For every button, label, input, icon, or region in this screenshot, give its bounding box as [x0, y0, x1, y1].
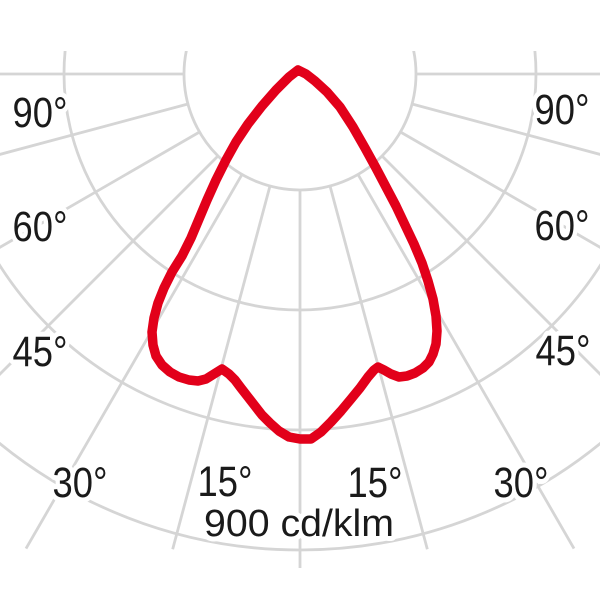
angle-label-left-60: 60°	[13, 203, 68, 251]
intensity-curve	[147, 65, 442, 444]
angle-label-left-15: 15°	[198, 458, 253, 506]
angle-label-left-90: 90°	[13, 89, 68, 137]
grid-ring	[182, 51, 418, 192]
angle-label-right-60: 60°	[535, 202, 590, 250]
angle-labels: 90° 60° 45° 30° 15° 90° 60° 45° 30° 15°	[8, 81, 596, 512]
angle-label-right-90: 90°	[535, 86, 590, 134]
grid-radial-75	[0, 102, 189, 156]
grid-radial-30	[24, 173, 244, 550]
grid-radial-60	[0, 130, 201, 249]
angle-label-right-45: 45°	[536, 327, 591, 375]
grid-radial-45	[381, 155, 600, 376]
unit-label: 900 cd/klm	[204, 503, 394, 545]
angle-label-right-15: 15°	[348, 459, 403, 507]
angle-label-left-45: 45°	[13, 328, 68, 376]
angle-label-right-30: 30°	[494, 459, 549, 507]
grid-radial-75	[411, 102, 600, 156]
grid-radial-60	[399, 130, 600, 249]
angle-label-left-30: 30°	[53, 459, 108, 507]
grid-radial-30	[356, 173, 576, 550]
grid-radial-45	[0, 155, 219, 376]
